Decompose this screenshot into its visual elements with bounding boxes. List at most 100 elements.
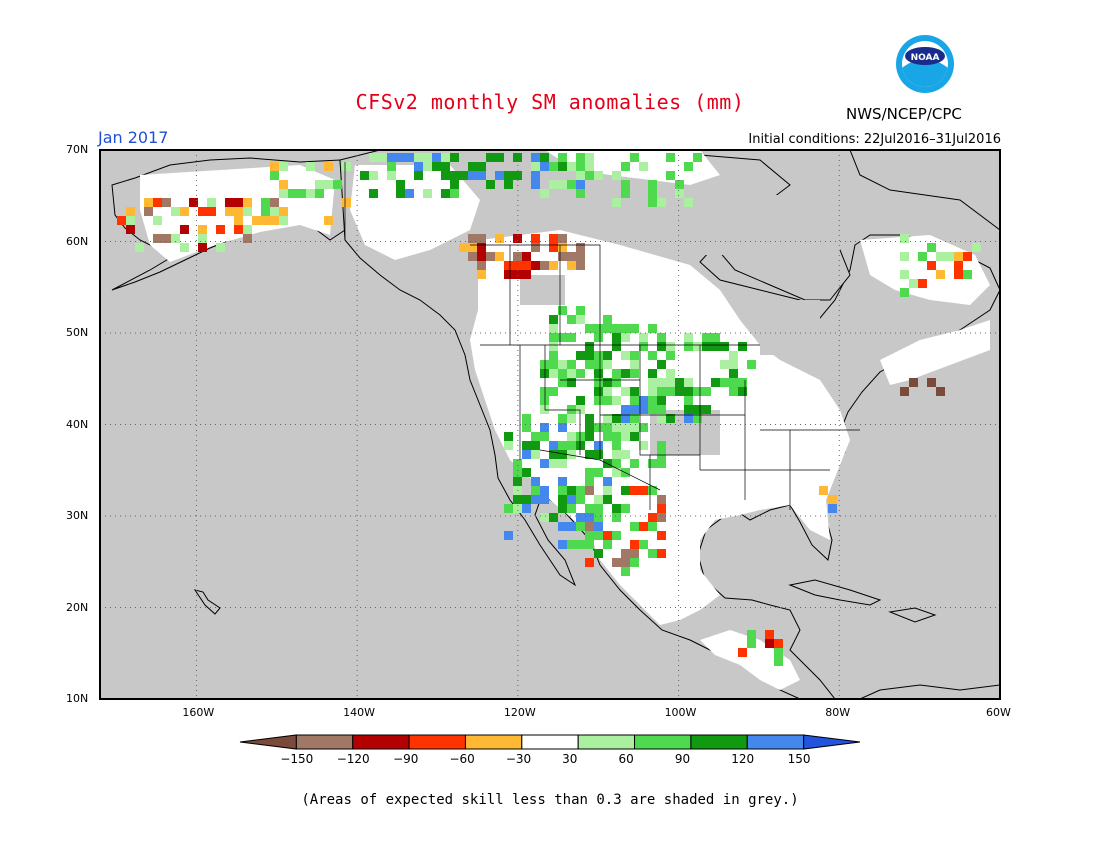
anomaly-cell [504,171,513,180]
anomaly-cell [702,405,711,414]
anomaly-cell [720,342,729,351]
anomaly-cell [720,378,729,387]
anomaly-cell [558,477,567,486]
anomaly-cell [342,162,351,171]
anomaly-cell [648,351,657,360]
anomaly-cell [549,513,558,522]
anomaly-cell [522,414,531,423]
anomaly-cell [531,234,540,243]
legend-swatch [521,734,579,750]
anomaly-cell [180,207,189,216]
anomaly-cell [153,234,162,243]
anomaly-cell [603,495,612,504]
anomaly-cell [594,387,603,396]
anomaly-cell [567,495,576,504]
anomaly-cell [657,495,666,504]
anomaly-cell [477,270,486,279]
anomaly-cell [513,468,522,477]
legend-tick-label: −30 [505,752,532,766]
anomaly-cell [468,162,477,171]
anomaly-cell [612,513,621,522]
anomaly-cell [549,342,558,351]
anomaly-cell [585,531,594,540]
anomaly-cell [495,153,504,162]
anomaly-cell [621,423,630,432]
anomaly-cell [540,261,549,270]
anomaly-cell [657,405,666,414]
anomaly-cell [216,243,225,252]
anomaly-cell [657,198,666,207]
anomaly-cell [657,549,666,558]
lat-label: 50N [66,326,89,339]
anomaly-cell [270,162,279,171]
anomaly-cell [900,252,909,261]
anomaly-cell [963,252,972,261]
anomaly-cell [612,414,621,423]
anomaly-cell [612,369,621,378]
anomaly-cell [648,396,657,405]
anomaly-cell [630,549,639,558]
anomaly-cell [576,243,585,252]
anomaly-cell [549,387,558,396]
anomaly-cell [585,360,594,369]
anomaly-cell [639,441,648,450]
anomaly-cell [522,270,531,279]
anomaly-cell [666,378,675,387]
anomaly-cell [774,639,783,648]
anomaly-cell [477,162,486,171]
anomaly-cell [531,153,540,162]
anomaly-cell [603,531,612,540]
anomaly-cell [531,441,540,450]
anomaly-cell [567,441,576,450]
anomaly-cell [621,189,630,198]
anomaly-cell [576,162,585,171]
legend-tick-label: 90 [674,752,691,766]
anomaly-cell [585,540,594,549]
anomaly-cell [594,468,603,477]
legend-swatch [690,734,748,750]
anomaly-cell [621,504,630,513]
anomaly-cell [576,522,585,531]
anomaly-cell [342,198,351,207]
anomaly-cell [765,639,774,648]
anomaly-cell [576,189,585,198]
anomaly-cell [648,549,657,558]
anomaly-cell [711,342,720,351]
anomaly-cell [468,234,477,243]
anomaly-cell [666,153,675,162]
anomaly-cell [639,405,648,414]
anomaly-cell [270,216,279,225]
anomaly-cell [288,189,297,198]
anomaly-cell [324,180,333,189]
anomaly-cell [594,333,603,342]
anomaly-cell [396,153,405,162]
anomaly-cell [549,162,558,171]
anomaly-cell [648,189,657,198]
anomaly-cell [603,396,612,405]
anomaly-cell [315,189,324,198]
anomaly-cell [207,198,216,207]
anomaly-cell [198,243,207,252]
anomaly-cell [648,324,657,333]
anomaly-cell [936,252,945,261]
anomaly-cell [711,378,720,387]
anomaly-cell [648,378,657,387]
anomaly-cell [396,189,405,198]
anomaly-cell [522,252,531,261]
anomaly-cell [369,189,378,198]
legend-swatch [577,734,636,750]
anomaly-cell [585,324,594,333]
anomaly-cell [594,360,603,369]
anomaly-cell [639,396,648,405]
anomaly-cell [423,153,432,162]
anomaly-cell [621,414,630,423]
anomaly-cell [621,432,630,441]
anomaly-cell [522,423,531,432]
anomaly-cell [531,477,540,486]
anomaly-cell [576,396,585,405]
anomaly-cell [684,396,693,405]
anomaly-cell [243,207,252,216]
anomaly-cell [612,324,621,333]
anomaly-cell [603,486,612,495]
anomaly-cell [558,360,567,369]
